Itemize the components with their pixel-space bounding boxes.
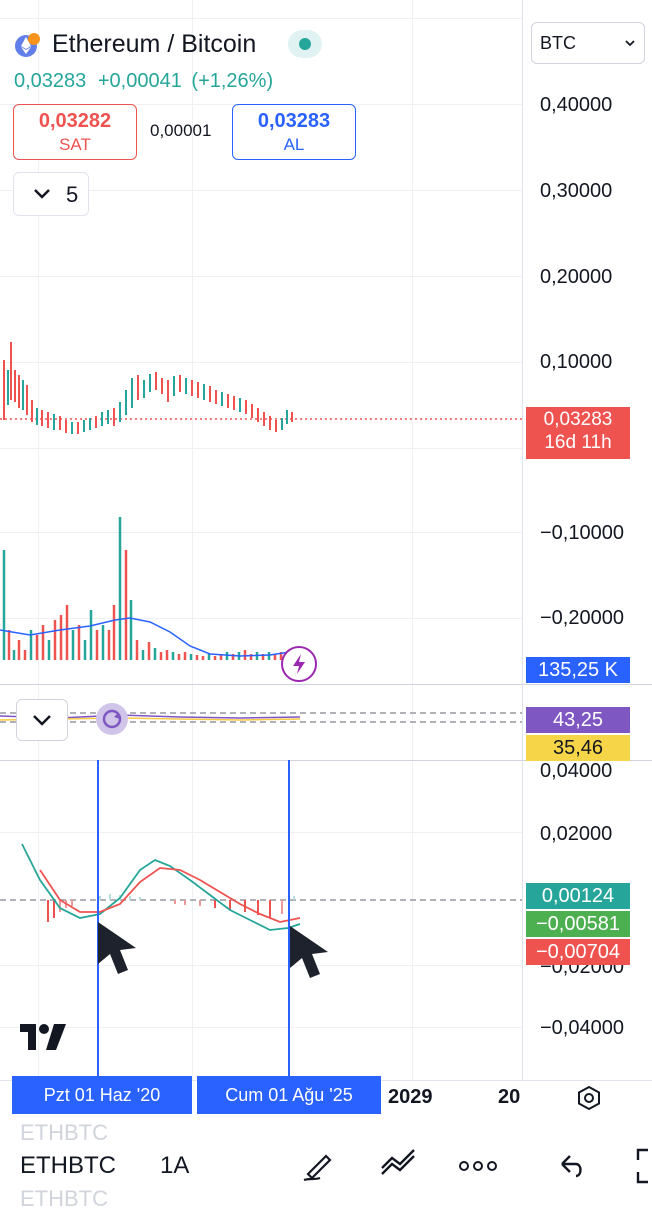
price-axis-tick: −0,20000 [540, 607, 624, 629]
grid-horizontal [0, 965, 522, 966]
macd-signal-badge: −0,00704 [526, 939, 630, 965]
symbol-search-button[interactable]: ETHBTC [20, 1152, 116, 1179]
last-price-value: 0,03283 [543, 409, 613, 430]
grid-horizontal [0, 18, 522, 19]
sell-label: SAT [59, 135, 91, 154]
pane-divider[interactable] [0, 684, 652, 685]
symbol-logo-icon [14, 32, 40, 58]
change-absolute: +0,00041 [97, 70, 182, 92]
chevron-down-icon [625, 40, 635, 47]
ghost-symbol-label: ETHBTC [20, 1186, 108, 1211]
grid-horizontal [0, 448, 522, 449]
grid-horizontal [0, 532, 522, 533]
macd-histogram-badge: 0,00124 [526, 883, 630, 909]
lightning-icon[interactable] [281, 646, 317, 682]
pen-icon[interactable] [300, 1148, 336, 1184]
macd-axis-tick: 0,04000 [540, 760, 613, 782]
symbol-title[interactable]: Ethereum / Bitcoin [52, 30, 257, 58]
last-price-badge: 0,03283 16d 11h [526, 407, 630, 459]
change-percent: (+1,26%) [191, 70, 274, 92]
price-axis-tick: 0,30000 [540, 180, 613, 202]
price-axis-tick: 0,10000 [540, 351, 613, 373]
crosshair-line-2 [288, 760, 290, 1080]
time-axis-tick: 2029 [388, 1086, 433, 1108]
time-axis-tick: 20 [498, 1086, 521, 1108]
macd-pane-chart[interactable] [0, 800, 522, 1000]
collapse-pane-button[interactable] [16, 699, 68, 741]
fullscreen-icon[interactable] [630, 1148, 652, 1184]
sell-price: 0,03282 [38, 110, 112, 132]
grid-vertical [192, 0, 193, 1080]
current-price: 0,03283 [14, 70, 87, 92]
rsi-pane-chart[interactable] [0, 700, 522, 740]
buy-price: 0,03283 [257, 110, 331, 132]
grid-horizontal [0, 618, 522, 619]
currency-select-value: BTC [540, 33, 576, 53]
price-axis-tick: 0,40000 [540, 94, 613, 116]
chevron-down-icon [34, 189, 50, 199]
macd-axis-tick: −0,04000 [540, 1017, 624, 1039]
rsi-ma-value-badge: 35,46 [526, 735, 630, 761]
more-icon[interactable] [458, 1154, 498, 1178]
indicators-count: 5 [66, 182, 79, 207]
volume-badge: 135,25 K [526, 657, 630, 683]
grid-vertical [412, 0, 413, 1080]
buy-label: AL [283, 135, 305, 154]
spread-value: 0,00001 [150, 121, 212, 140]
candle-countdown: 16d 11h [544, 432, 612, 453]
market-status-icon[interactable] [288, 30, 322, 58]
buy-button[interactable]: 0,03283 AL [232, 104, 356, 160]
pane-divider[interactable] [0, 760, 652, 761]
cursor-arrow-icon [290, 926, 328, 978]
price-change-line: 0,03283 +0,00041 (+1,26%) [14, 70, 273, 93]
grid-horizontal [0, 276, 522, 277]
grid-vertical [38, 0, 39, 1080]
macd-line-badge: −0,00581 [526, 911, 630, 937]
main-price-chart[interactable] [0, 330, 522, 690]
grid-horizontal [0, 1027, 522, 1028]
indicators-toggle[interactable]: 5 [13, 172, 89, 216]
interval-button[interactable]: 1A [160, 1152, 190, 1179]
chevron-down-icon [33, 715, 51, 726]
chart-settings-icon[interactable] [576, 1085, 602, 1111]
grid-horizontal [0, 832, 522, 833]
rsi-value-badge: 43,25 [526, 707, 630, 733]
grid-horizontal [0, 190, 522, 191]
price-axis-border [522, 0, 523, 1080]
ghost-symbol-label: ETHBTC [20, 1120, 108, 1145]
cursor-arrow-icon [98, 922, 136, 974]
grid-horizontal [0, 362, 522, 363]
sell-button[interactable]: 0,03282 SAT [13, 104, 137, 160]
undo-icon[interactable] [556, 1150, 588, 1182]
trendline-icon[interactable] [378, 1148, 418, 1184]
crosshair-line-1 [97, 760, 99, 1080]
price-axis-tick: 0,20000 [540, 266, 613, 288]
crosshair-date-label-2: Cum 01 Ağu '25 [197, 1076, 381, 1114]
crosshair-date-label-1: Pzt 01 Haz '20 [12, 1076, 192, 1114]
refresh-indicator-icon[interactable] [96, 703, 128, 735]
price-axis-tick: −0,10000 [540, 522, 624, 544]
currency-select[interactable]: BTC [531, 22, 645, 64]
tradingview-logo-icon [20, 1024, 66, 1050]
macd-axis-tick: 0,02000 [540, 823, 613, 845]
